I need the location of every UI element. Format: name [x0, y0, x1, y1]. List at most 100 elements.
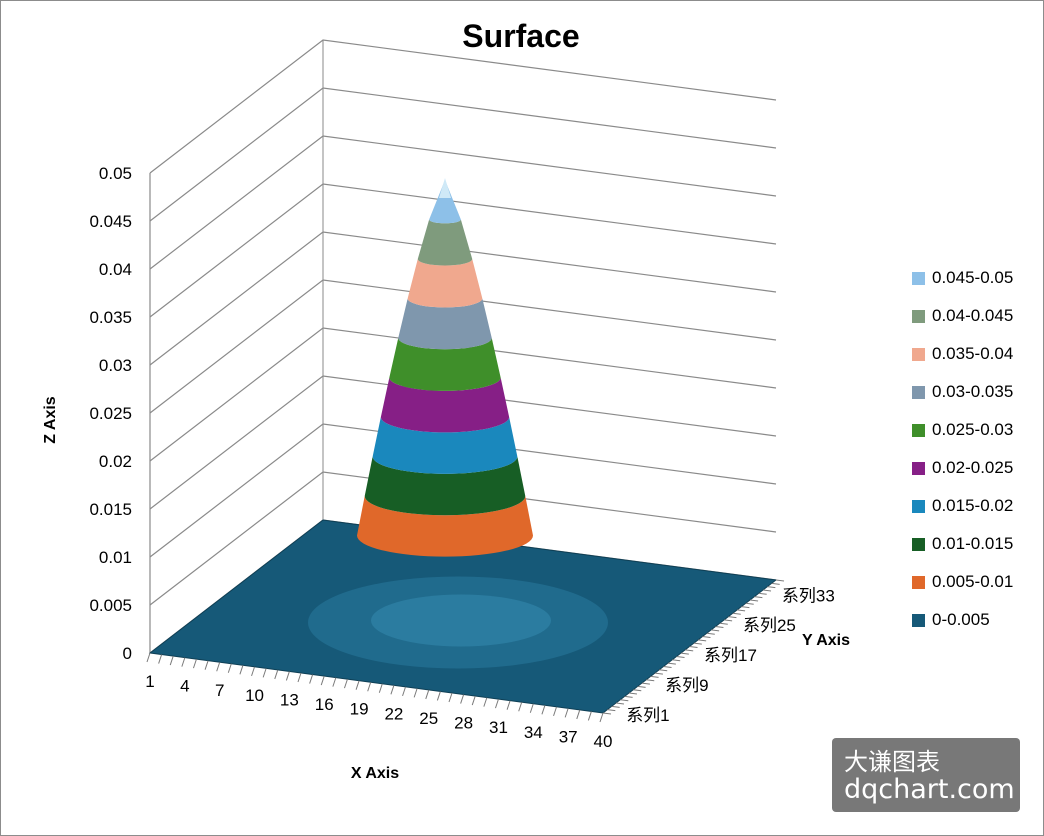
legend-item: 0.035-0.04	[912, 344, 1042, 364]
x-tick-mark	[518, 702, 523, 712]
x-tick-mark	[169, 655, 174, 666]
y-tick-mark	[698, 639, 707, 642]
x-tick-mark	[436, 691, 441, 701]
gridline-z-0.045	[149, 87, 777, 222]
legend-swatch	[912, 499, 925, 513]
z-tick-label: 0.025	[89, 404, 132, 423]
x-tick-mark	[402, 686, 407, 697]
y-tick-mark	[728, 616, 737, 619]
legend-label: 0.015-0.02	[932, 496, 1014, 515]
y-tick-mark	[672, 659, 681, 662]
y-tick-mark	[754, 596, 763, 599]
legend-item: 0.03-0.035	[912, 382, 1042, 402]
x-tick-mark	[309, 674, 314, 684]
z-tick-label: 0	[123, 644, 132, 663]
z-tick-label: 0.03	[99, 356, 132, 375]
y-tick-mark	[667, 662, 676, 665]
legend-label: 0.02-0.025	[932, 458, 1014, 477]
x-tick-label: 13	[280, 690, 299, 709]
legend-item: 0.045-0.05	[912, 268, 1042, 288]
legend-swatch	[912, 385, 925, 399]
axis-titles: X Axis Y Axis Z Axis	[42, 396, 850, 782]
legend-label: 0.045-0.05	[932, 268, 1014, 287]
y-tick-mark	[676, 655, 685, 658]
z-tick-label: 0.04	[99, 260, 132, 279]
z-tick-label: 0.02	[99, 452, 132, 471]
x-tick-mark	[483, 697, 488, 707]
y-tick-mark	[767, 586, 776, 589]
x-tick-label: 10	[245, 686, 264, 705]
legend-swatch	[912, 271, 925, 285]
x-tick-mark	[343, 678, 348, 689]
x-tick-label: 7	[215, 681, 224, 700]
y-axis-title: Y Axis	[802, 632, 850, 649]
z-tick-label: 0.015	[89, 500, 132, 519]
y-tick-label: 系列25	[743, 616, 796, 635]
y-tick-mark	[771, 582, 780, 585]
y-tick-label: 系列17	[704, 646, 757, 665]
legend-label: 0.025-0.03	[932, 420, 1014, 439]
surface-band-8	[429, 180, 461, 224]
y-tick-mark	[732, 612, 741, 615]
y-tick-mark	[628, 692, 638, 695]
y-tick-mark	[620, 699, 629, 702]
x-tick-mark	[285, 671, 290, 681]
x-tick-mark	[332, 677, 337, 687]
x-tick-mark	[297, 672, 302, 683]
y-tick-mark	[719, 622, 728, 625]
legend-item: 0-0.005	[912, 610, 1042, 630]
x-tick-mark	[413, 688, 418, 698]
x-tick-label: 1	[145, 672, 154, 691]
y-tick-mark	[633, 689, 642, 692]
x-tick-mark	[239, 665, 244, 675]
y-tick-mark	[775, 579, 785, 582]
x-tick-mark	[192, 658, 197, 669]
x-tick-mark	[553, 706, 558, 717]
x-tick-mark	[599, 712, 604, 723]
legend-item: 0.04-0.045	[912, 306, 1042, 326]
x-tick-label: 37	[559, 727, 578, 746]
y-tick-mark	[611, 705, 620, 708]
x-tick-mark	[181, 657, 186, 667]
x-tick-mark	[251, 666, 256, 677]
watermark: 大谦图表 dqchart.com	[832, 738, 1020, 812]
legend-label: 0.035-0.04	[932, 344, 1014, 363]
y-tick-mark	[762, 589, 772, 592]
y-tick-mark	[685, 649, 694, 652]
legend-item: 0.015-0.02	[912, 496, 1042, 516]
x-tick-mark	[146, 652, 151, 663]
gridline-z-0.05	[149, 39, 777, 174]
z-tick-label: 0.01	[99, 548, 132, 567]
legend-swatch	[912, 423, 925, 437]
x-tick-mark	[274, 669, 279, 680]
gridline-z-0.04	[149, 135, 777, 270]
legend-label: 0.005-0.01	[932, 572, 1014, 591]
watermark-line1: 大谦图表	[844, 748, 940, 776]
z-tick-label: 0.045	[89, 212, 132, 231]
gridline-z-0.03	[149, 231, 777, 366]
x-tick-label: 40	[594, 732, 613, 751]
gridline-z-0.035	[149, 183, 777, 318]
x-tick-mark	[460, 694, 465, 704]
x-tick-mark	[494, 698, 499, 709]
y-tick-mark	[663, 665, 672, 668]
y-tick-mark	[646, 679, 655, 682]
x-tick-mark	[227, 663, 232, 673]
x-tick-mark	[320, 675, 325, 686]
y-tick-mark	[637, 685, 646, 688]
surface-peak	[357, 178, 533, 557]
x-axis-title: X Axis	[351, 765, 399, 782]
x-tick-mark	[541, 705, 546, 715]
x-tick-mark	[158, 654, 163, 664]
x-tick-mark	[390, 685, 395, 695]
y-tick-mark	[741, 606, 750, 609]
surface-ripple	[371, 594, 551, 647]
y-tick-label: 系列9	[665, 676, 708, 695]
x-tick-mark	[204, 660, 209, 670]
y-tick-mark	[693, 642, 702, 645]
watermark-line2: dqchart.com	[844, 774, 1015, 805]
x-tick-label: 28	[454, 714, 473, 733]
gridline-z-0.025	[149, 279, 777, 414]
x-tick-mark	[576, 709, 581, 720]
gridline-z-0.015	[149, 375, 777, 510]
